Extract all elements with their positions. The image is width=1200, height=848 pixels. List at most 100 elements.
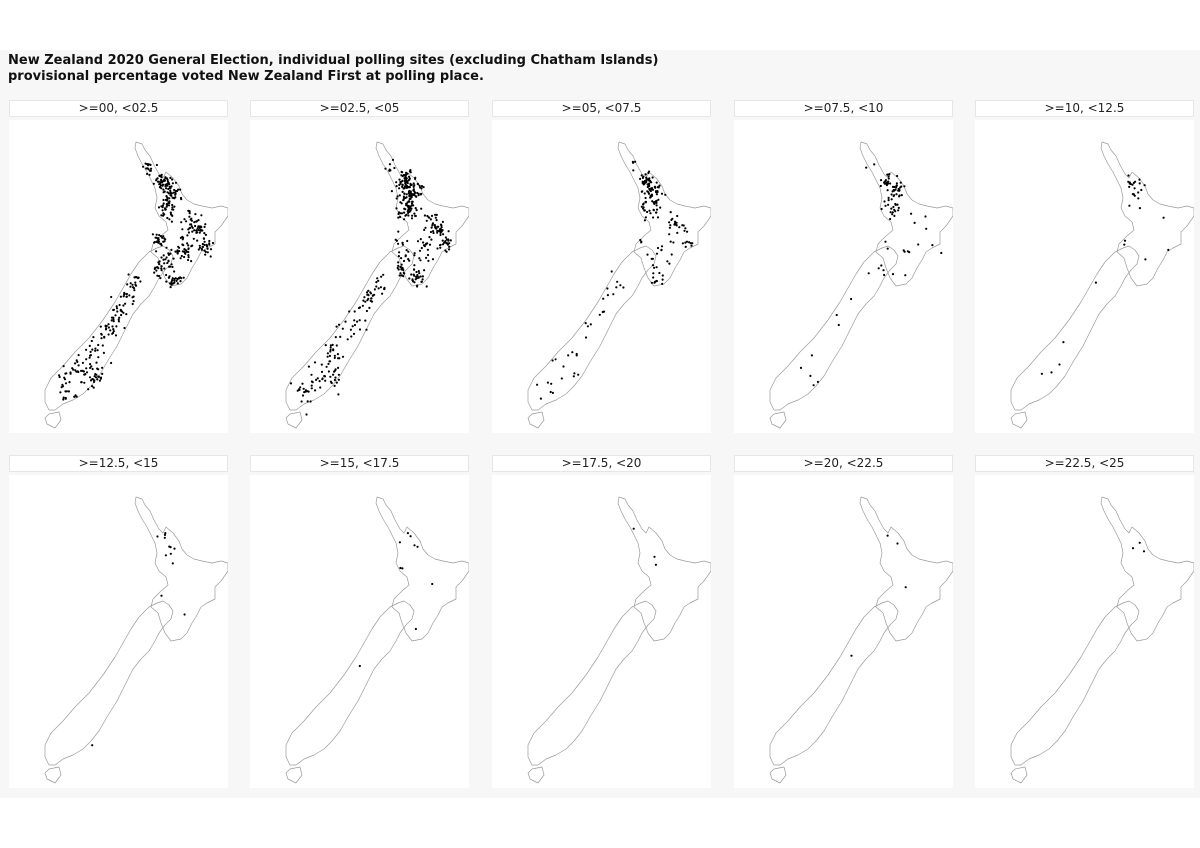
polling-site-point — [174, 277, 177, 280]
polling-site-point — [160, 256, 163, 259]
polling-site-point — [186, 234, 189, 237]
polling-site-point — [408, 259, 411, 262]
polling-site-point — [652, 276, 655, 279]
polling-site-point — [560, 377, 563, 380]
polling-site-point — [684, 241, 687, 244]
polling-site-point — [892, 188, 895, 192]
polling-site-point — [119, 309, 122, 312]
polling-site-point — [122, 304, 125, 307]
polling-site-point — [337, 393, 340, 396]
south-island-outline — [1010, 600, 1140, 766]
polling-site-point — [409, 197, 412, 200]
polling-site-point — [403, 192, 406, 195]
north-island-outline — [859, 141, 953, 287]
polling-site-point — [144, 162, 147, 165]
polling-site-point — [419, 238, 422, 241]
polling-site-point — [437, 229, 440, 233]
polling-site-point — [87, 388, 90, 391]
polling-site-point — [398, 187, 401, 190]
polling-site-point — [888, 173, 891, 176]
polling-site-point — [889, 182, 892, 185]
polling-site-point — [685, 240, 689, 243]
polling-site-point — [164, 208, 167, 211]
polling-site-point — [408, 210, 411, 213]
polling-site-point — [435, 213, 438, 216]
polling-site-point — [884, 204, 887, 207]
polling-site-point — [162, 240, 165, 243]
polling-site-point — [410, 273, 413, 276]
polling-site-point — [873, 163, 876, 166]
polling-site-point — [366, 299, 369, 302]
polling-site-point — [187, 254, 190, 257]
polling-site-point — [444, 249, 447, 252]
polling-site-point — [187, 231, 190, 234]
polling-site-point — [884, 240, 887, 243]
polling-site-point — [155, 250, 158, 253]
polling-site-point — [668, 221, 671, 224]
polling-site-point — [650, 188, 653, 191]
polling-site-point — [353, 323, 357, 327]
polling-site-point — [64, 397, 67, 400]
polling-site-point — [676, 231, 679, 234]
polling-site-point — [97, 375, 100, 378]
polling-site-point — [351, 325, 354, 328]
polling-site-point — [655, 193, 658, 196]
polling-site-point — [114, 334, 118, 337]
polling-site-point — [445, 242, 448, 245]
polling-site-point — [412, 185, 415, 188]
polling-site-point — [201, 242, 204, 246]
polling-site-point — [162, 235, 165, 238]
polling-site-point — [165, 273, 168, 277]
polling-site-point — [398, 194, 401, 197]
map-panel: >=12.5, <15 — [9, 455, 228, 788]
polling-site-point — [131, 283, 134, 286]
polling-site-point — [659, 206, 662, 209]
polling-site-point — [337, 323, 341, 326]
polling-site-point — [204, 223, 207, 226]
polling-site-point — [403, 211, 406, 214]
polling-site-point — [416, 284, 419, 287]
polling-site-point — [173, 547, 176, 550]
polling-site-point — [176, 282, 179, 285]
polling-site-point — [606, 287, 609, 290]
polling-site-point — [330, 381, 333, 385]
polling-site-point — [158, 174, 161, 177]
south-island-outline — [527, 245, 657, 411]
polling-site-point — [156, 274, 159, 277]
polling-site-point — [640, 174, 643, 177]
polling-site-point — [424, 226, 427, 229]
polling-site-point — [168, 218, 171, 221]
polling-site-point — [886, 189, 889, 192]
south-island-outline — [769, 245, 899, 411]
polling-site-point — [107, 323, 110, 326]
polling-site-point — [101, 372, 104, 375]
polling-site-point — [639, 177, 642, 180]
polling-site-point — [62, 398, 65, 401]
north-island-outline — [1100, 141, 1194, 287]
polling-site-point — [133, 289, 136, 292]
polling-site-point — [395, 197, 398, 200]
polling-site-point — [428, 243, 432, 246]
polling-site-point — [416, 191, 419, 195]
polling-site-point — [125, 295, 128, 298]
polling-site-point — [406, 172, 409, 175]
nz-map — [527, 141, 711, 429]
polling-site-point — [194, 224, 197, 228]
polling-site-point — [166, 261, 169, 265]
north-island-outline — [134, 496, 228, 642]
polling-site-point — [200, 214, 203, 217]
polling-site-point — [187, 247, 190, 250]
polling-site-point — [329, 344, 332, 347]
polling-site-point — [1138, 182, 1141, 185]
polling-site-point — [91, 348, 94, 351]
polling-site-point — [400, 202, 403, 205]
polling-site-point — [414, 207, 417, 210]
polling-site-point — [132, 287, 136, 290]
polling-site-point — [96, 378, 99, 381]
polling-site-point — [179, 280, 182, 283]
polling-site-point — [401, 241, 404, 245]
polling-site-point — [64, 382, 68, 385]
polling-site-point — [174, 196, 177, 199]
map-area — [975, 475, 1194, 788]
polling-site-point — [430, 238, 433, 241]
